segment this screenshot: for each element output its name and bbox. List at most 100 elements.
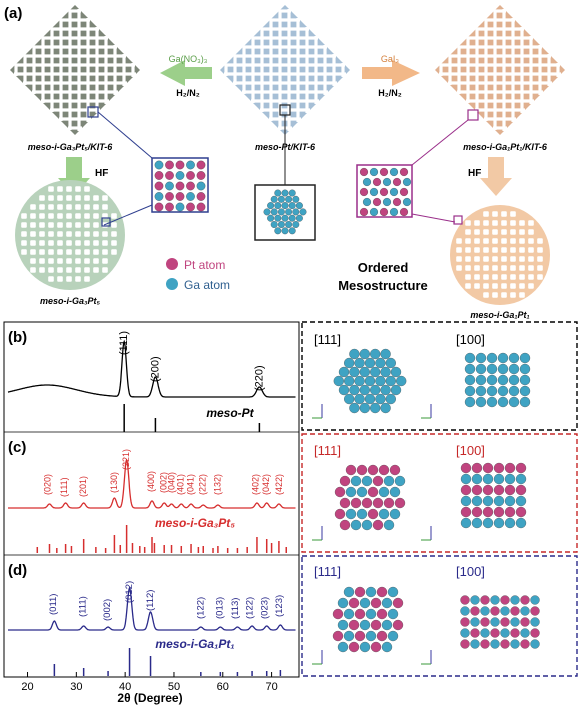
pore <box>48 240 54 246</box>
ga-atom <box>520 606 530 616</box>
pt-atom <box>196 171 206 180</box>
peak-label: (013) <box>214 597 225 619</box>
label-right-top: meso-i-Ga₁Pt₁/KIT-6 <box>463 142 548 152</box>
ga-atom <box>267 214 275 222</box>
pt-atom <box>530 606 540 616</box>
ga-atom <box>359 597 371 609</box>
peak-label: (400) <box>146 471 156 492</box>
ga-atom <box>344 393 355 405</box>
ga-atom <box>475 363 487 375</box>
pore <box>57 222 63 228</box>
ga-atom <box>270 221 278 228</box>
pt-atom <box>154 181 164 191</box>
pore <box>66 231 72 237</box>
pore <box>75 186 81 192</box>
pt-atom <box>175 181 185 191</box>
pore <box>39 213 45 219</box>
pore <box>465 256 471 262</box>
ga-atom <box>470 595 480 605</box>
pore <box>84 240 90 246</box>
pore <box>84 186 90 192</box>
pt-atom <box>350 497 362 509</box>
pt-atom <box>510 606 520 616</box>
ga-atom <box>497 352 509 364</box>
ga-atom <box>354 357 365 369</box>
pt-atom <box>460 462 472 474</box>
ga-atom <box>349 402 360 414</box>
ga-atom <box>362 197 372 207</box>
pore <box>456 256 462 262</box>
x-tick-label: 50 <box>168 681 180 693</box>
structure-box-pt <box>301 321 578 431</box>
pt-atom <box>490 628 500 638</box>
pore <box>501 229 507 235</box>
pt-atom <box>392 197 402 207</box>
structure-box-ga1pt1 <box>301 555 578 677</box>
pore <box>510 265 516 271</box>
pore <box>39 249 45 255</box>
pore <box>30 213 36 219</box>
ga-atom <box>475 385 487 397</box>
pt-atom <box>504 462 516 474</box>
pore <box>66 240 72 246</box>
left-arrow <box>160 60 212 86</box>
pore <box>465 283 471 289</box>
pore <box>39 258 45 264</box>
pore <box>102 195 108 201</box>
peak-label: (020) <box>42 474 52 495</box>
ga-atom <box>389 486 401 498</box>
pore <box>93 204 99 210</box>
pore <box>492 256 498 262</box>
peak-label: (122) <box>245 597 256 619</box>
pt-atom <box>460 617 470 627</box>
pore <box>483 256 489 262</box>
ga-atom <box>510 617 520 627</box>
pore <box>111 222 117 228</box>
ga-atom <box>337 641 349 653</box>
pore <box>48 213 54 219</box>
pore <box>111 213 117 219</box>
pt-atom <box>175 192 185 201</box>
lattice-right-top <box>435 5 565 135</box>
ga-atom <box>482 495 494 507</box>
peak-label: (023) <box>259 597 270 619</box>
pore <box>510 238 516 244</box>
pore <box>39 204 45 210</box>
ga-atom <box>500 606 510 616</box>
ga-atom <box>288 189 296 197</box>
ga-atom <box>154 160 164 170</box>
zoom-line <box>411 213 456 223</box>
pore <box>501 211 507 217</box>
pore <box>528 274 534 280</box>
pore <box>30 222 36 228</box>
ga-atom <box>508 374 520 386</box>
pore <box>57 195 63 201</box>
pore <box>39 222 45 228</box>
x-axis: 20 30 40 50 60 70 <box>21 672 278 693</box>
pore <box>75 195 81 201</box>
ga-atom <box>515 473 527 485</box>
pore <box>537 247 543 253</box>
ga-atom <box>380 348 391 360</box>
ga-atom <box>281 214 289 222</box>
pt-atom <box>482 484 494 496</box>
peak-label: (111) <box>59 477 69 497</box>
ga-atom <box>295 202 303 210</box>
ga-atom <box>480 628 490 638</box>
pore <box>519 229 525 235</box>
ga-atom <box>186 160 195 170</box>
ga-atom <box>349 348 360 360</box>
ga-atom <box>497 374 509 386</box>
pt-atom <box>520 595 530 605</box>
peak-label: (122) <box>195 597 206 619</box>
xrd-frame <box>3 321 300 678</box>
ga-atom <box>500 628 510 638</box>
pore <box>93 213 99 219</box>
pore <box>66 249 72 255</box>
ga-atom <box>480 606 490 616</box>
pt-atom <box>515 506 527 518</box>
pt-atom <box>482 506 494 518</box>
ga-atom <box>519 374 531 386</box>
pt-atom <box>339 475 351 487</box>
pore <box>501 292 507 298</box>
